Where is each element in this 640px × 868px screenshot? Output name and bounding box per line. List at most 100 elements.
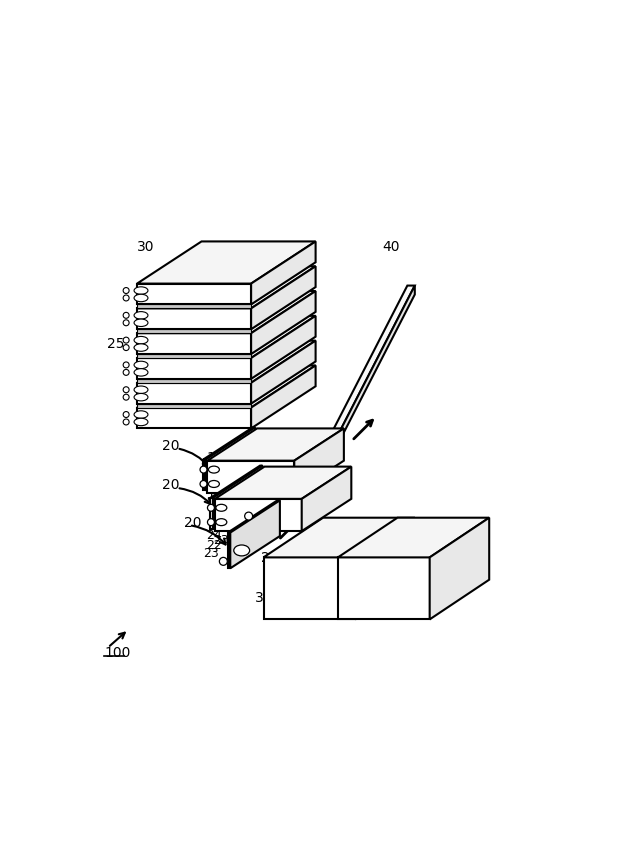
- Polygon shape: [338, 517, 489, 557]
- Ellipse shape: [134, 319, 148, 326]
- Circle shape: [123, 370, 129, 375]
- Polygon shape: [251, 241, 316, 305]
- Polygon shape: [207, 429, 344, 461]
- Polygon shape: [137, 316, 316, 358]
- Polygon shape: [137, 287, 316, 329]
- Polygon shape: [137, 262, 316, 305]
- Ellipse shape: [134, 337, 148, 344]
- Polygon shape: [137, 404, 251, 408]
- Polygon shape: [228, 533, 230, 569]
- Ellipse shape: [216, 519, 227, 526]
- Ellipse shape: [134, 344, 148, 352]
- Polygon shape: [137, 340, 316, 383]
- Circle shape: [123, 287, 129, 293]
- Circle shape: [123, 362, 129, 368]
- Text: 25: 25: [108, 337, 125, 351]
- Polygon shape: [137, 361, 316, 404]
- Polygon shape: [203, 427, 255, 460]
- Circle shape: [123, 295, 129, 301]
- Polygon shape: [137, 241, 316, 284]
- Ellipse shape: [134, 369, 148, 376]
- Ellipse shape: [216, 504, 227, 511]
- Ellipse shape: [134, 294, 148, 302]
- Text: 24: 24: [207, 529, 222, 542]
- Circle shape: [207, 504, 214, 511]
- Polygon shape: [211, 465, 262, 498]
- Ellipse shape: [234, 545, 250, 556]
- Circle shape: [123, 337, 129, 343]
- Polygon shape: [318, 286, 415, 459]
- Text: 20: 20: [162, 478, 179, 492]
- Polygon shape: [137, 308, 251, 329]
- Polygon shape: [137, 337, 316, 378]
- Text: 20: 20: [162, 439, 179, 453]
- Polygon shape: [251, 316, 316, 378]
- Text: 30: 30: [137, 240, 154, 254]
- Text: 30: 30: [255, 591, 273, 605]
- Polygon shape: [137, 284, 251, 305]
- Circle shape: [123, 411, 129, 418]
- Polygon shape: [137, 378, 251, 383]
- Polygon shape: [137, 312, 316, 354]
- Polygon shape: [137, 266, 316, 308]
- Ellipse shape: [134, 286, 148, 294]
- Circle shape: [244, 512, 253, 520]
- Polygon shape: [264, 517, 415, 557]
- Circle shape: [200, 466, 207, 473]
- Polygon shape: [215, 467, 351, 499]
- Polygon shape: [137, 408, 251, 429]
- Polygon shape: [355, 517, 415, 620]
- Text: 21: 21: [261, 551, 278, 565]
- Circle shape: [123, 312, 129, 319]
- Text: 20: 20: [184, 516, 202, 529]
- Polygon shape: [213, 465, 262, 529]
- Ellipse shape: [134, 386, 148, 393]
- Ellipse shape: [134, 361, 148, 369]
- Text: 10: 10: [207, 451, 224, 465]
- Ellipse shape: [209, 466, 220, 473]
- Polygon shape: [137, 354, 251, 358]
- Polygon shape: [338, 557, 429, 620]
- Polygon shape: [251, 291, 316, 354]
- Polygon shape: [251, 365, 316, 429]
- Polygon shape: [251, 340, 316, 404]
- Text: 22: 22: [207, 539, 222, 552]
- Polygon shape: [326, 286, 415, 468]
- Ellipse shape: [134, 312, 148, 319]
- Polygon shape: [251, 266, 316, 329]
- Polygon shape: [137, 365, 316, 408]
- Polygon shape: [137, 333, 251, 354]
- Polygon shape: [318, 459, 326, 468]
- Polygon shape: [137, 305, 251, 308]
- Polygon shape: [137, 291, 316, 333]
- Ellipse shape: [134, 393, 148, 401]
- Circle shape: [123, 394, 129, 400]
- Polygon shape: [230, 500, 280, 569]
- Text: 40: 40: [383, 240, 400, 254]
- Polygon shape: [228, 500, 280, 533]
- Ellipse shape: [134, 411, 148, 418]
- Text: 23: 23: [213, 534, 228, 547]
- Circle shape: [220, 557, 227, 565]
- Ellipse shape: [134, 418, 148, 425]
- Polygon shape: [301, 467, 351, 531]
- Polygon shape: [137, 383, 251, 404]
- Polygon shape: [215, 499, 301, 531]
- Text: 100: 100: [105, 646, 131, 660]
- Polygon shape: [205, 427, 255, 490]
- Polygon shape: [137, 358, 251, 378]
- Polygon shape: [294, 429, 344, 493]
- Circle shape: [123, 319, 129, 326]
- Polygon shape: [264, 557, 355, 620]
- Circle shape: [123, 419, 129, 425]
- Ellipse shape: [209, 481, 220, 488]
- Polygon shape: [203, 460, 205, 490]
- Circle shape: [123, 387, 129, 392]
- Polygon shape: [211, 498, 213, 529]
- Circle shape: [207, 519, 214, 526]
- Polygon shape: [137, 329, 251, 333]
- Circle shape: [123, 345, 129, 351]
- Text: 10: 10: [207, 489, 224, 503]
- Polygon shape: [429, 517, 489, 620]
- Text: 23: 23: [203, 547, 219, 560]
